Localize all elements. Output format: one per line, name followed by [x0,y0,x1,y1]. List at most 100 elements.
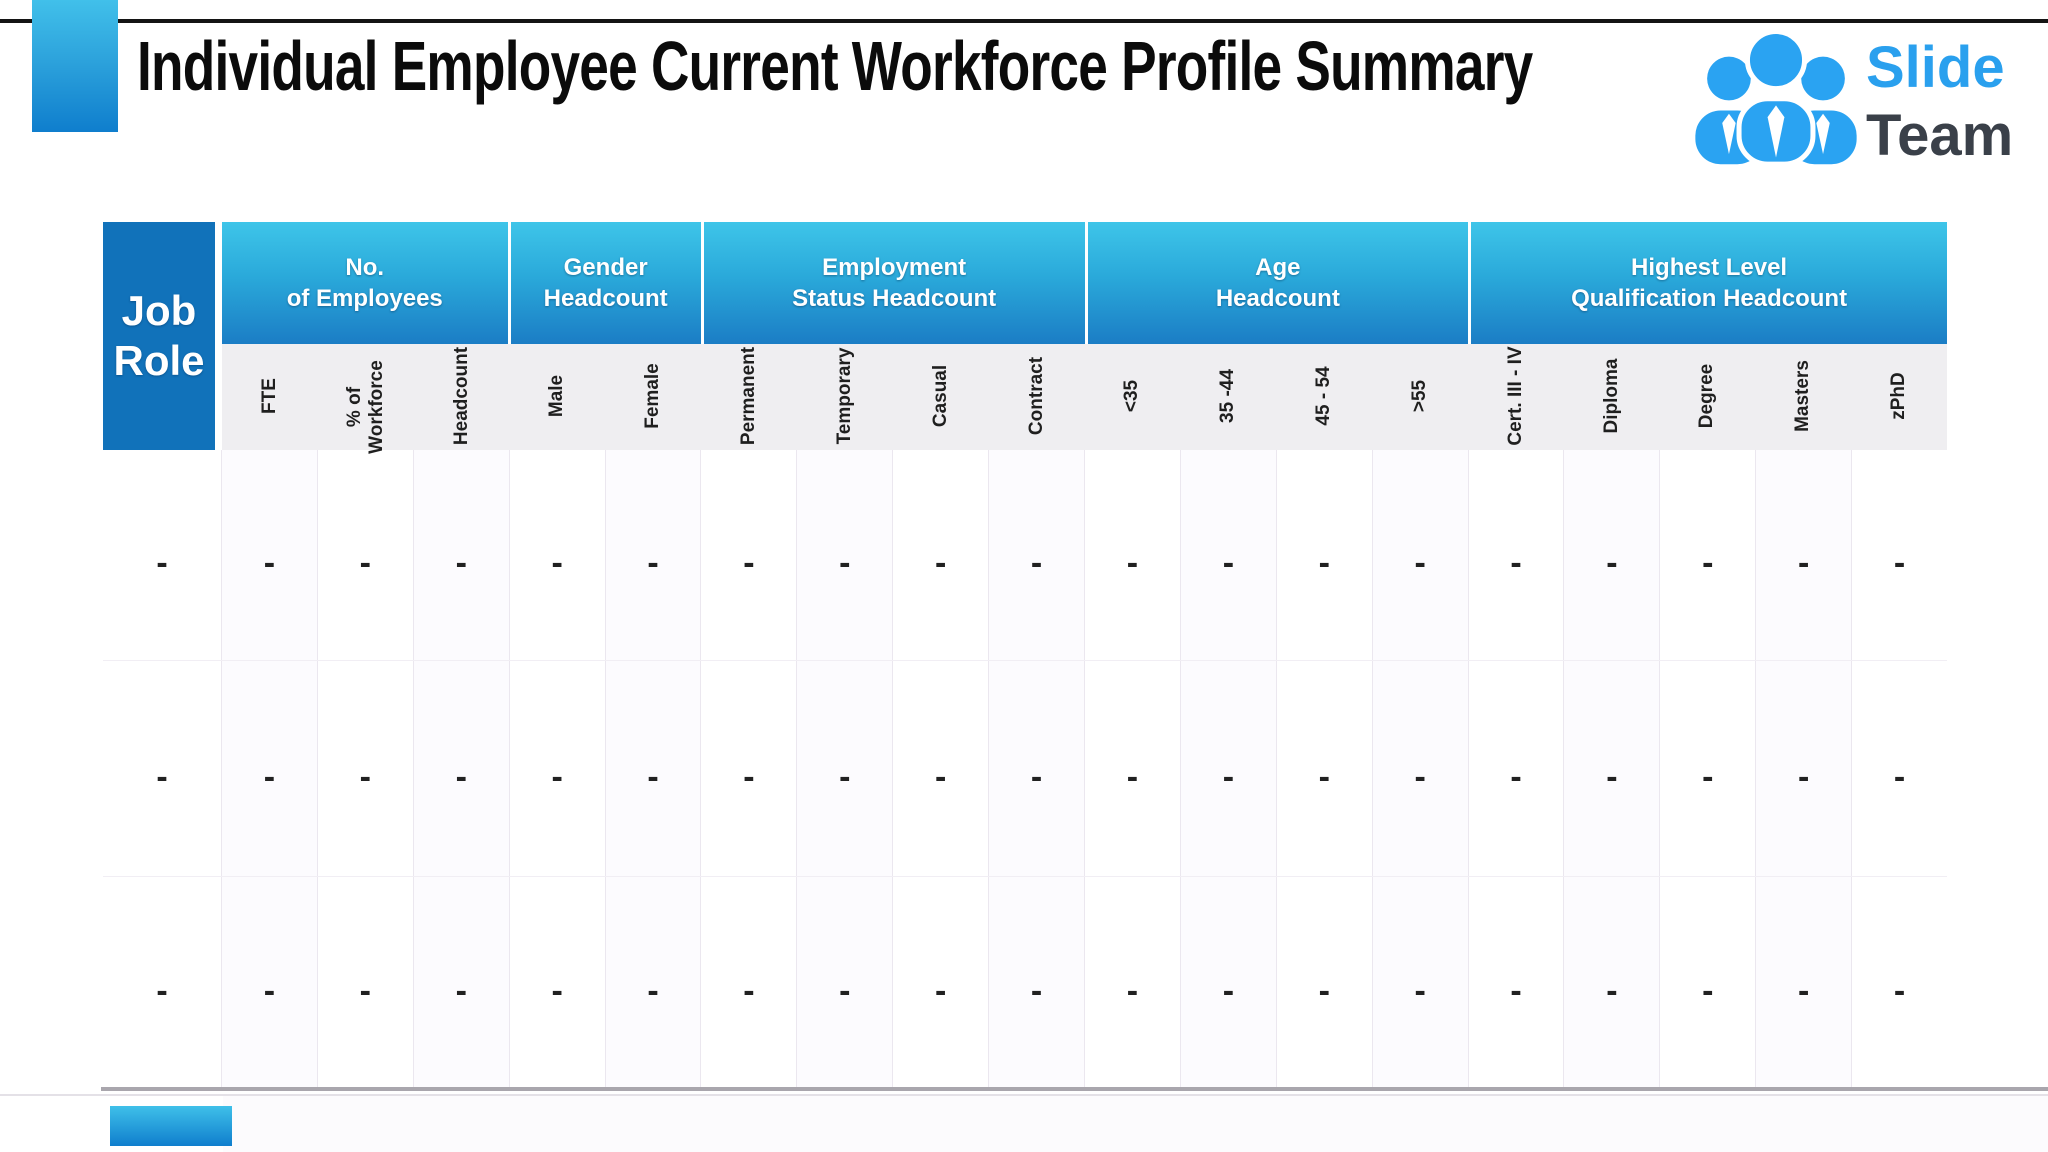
job-role-cell: - [103,661,222,876]
table-cell: - [1564,877,1661,1089]
table-cell: - [1564,450,1661,660]
column-header-label: Permanent [738,346,760,446]
empty-value-dash: - [1414,972,1426,1010]
table-cell: - [413,661,510,876]
empty-value-dash: - [263,757,276,796]
column-header-label: Temporary [833,347,855,445]
empty-value-dash: - [935,757,947,796]
group-header-cell: No. of Employees [222,222,508,344]
column-header-label: Masters [1792,360,1814,432]
table-cell: - [1372,877,1469,1089]
table-cell: - [1180,450,1277,660]
table-cell: - [1852,661,1947,876]
table-cell: - [1756,877,1853,1089]
table-cell: - [989,661,1086,876]
table-cell: - [1852,450,1947,660]
empty-value-dash: - [1318,757,1330,796]
empty-value-dash: - [839,972,851,1010]
table-cell: - [510,661,606,876]
table-cell: - [1660,661,1757,876]
column-header-cell: % of Workforce [318,344,414,454]
column-header-label: Casual [929,364,951,428]
column-header-label: Diploma [1600,358,1622,434]
column-header-cell: Casual [893,344,989,450]
table-cell: - [1372,661,1469,876]
column-header-label: Contract [1025,356,1047,436]
table-cell: - [989,450,1086,660]
column-header-cell: Female [605,344,701,450]
empty-value-dash: - [156,972,168,1010]
empty-value-dash: - [455,544,467,582]
empty-value-dash: - [1798,757,1810,796]
empty-value-dash: - [743,544,755,582]
group-header-cell: Age Headcount [1087,222,1469,344]
table-cell: - [318,450,414,660]
empty-value-dash: - [1414,757,1426,796]
people-icon [1695,28,1857,167]
empty-value-dash: - [1893,972,1906,1010]
table-cell: - [222,877,318,1089]
top-horizontal-rule [0,19,2048,23]
table-cell: - [1756,450,1853,660]
empty-value-dash: - [1318,972,1330,1010]
column-header-cell: Diploma [1564,344,1660,450]
empty-value-dash: - [1126,972,1139,1010]
empty-value-dash: - [1798,972,1810,1010]
column-header-label: Cert. III - IV [1504,346,1526,446]
empty-value-dash: - [359,544,371,582]
table-cell: - [701,450,798,660]
empty-value-dash: - [1510,757,1522,796]
empty-value-dash: - [1030,757,1043,796]
table-cell: - [797,661,894,876]
table-bottom-border [101,1087,2048,1091]
table-cell: - [893,877,990,1089]
column-header-cell: FTE [222,344,318,450]
workforce-table: Job Role No. of Employees Gender Headcoun… [103,222,1947,1089]
column-header-label: <35 [1121,379,1143,413]
column-header-label: 35 -44 [1217,369,1239,423]
table-cell: - [222,450,318,660]
empty-value-dash: - [743,972,755,1010]
table-cell: - [510,877,606,1089]
table-cell: - [1660,877,1757,1089]
empty-value-dash: - [1030,544,1043,582]
table-cell: - [1085,450,1181,660]
table-cell: - [1180,661,1277,876]
table-cell: - [510,450,606,660]
empty-value-dash: - [1318,544,1330,582]
table-cell: - [1469,450,1565,660]
empty-value-dash: - [1606,972,1618,1010]
table-cell: - [1085,877,1181,1089]
empty-value-dash: - [1222,972,1235,1010]
column-header-cell: Contract [989,344,1085,450]
table-row: ------------------- [103,877,1947,1089]
table-row: ------------------- [103,450,1947,661]
table-cell: - [701,877,798,1089]
column-header-row: FTE % of Workforce Headcount Male Female Perm… [222,344,1947,454]
table-cell: - [893,661,990,876]
column-header-cell: Masters [1755,344,1851,450]
table-cell: - [701,661,798,876]
empty-value-dash: - [1798,544,1810,582]
table-cell: - [1852,877,1947,1089]
empty-value-dash: - [1702,757,1714,796]
column-header-cell: >55 [1372,344,1468,450]
job-role-cell: - [103,877,222,1089]
empty-value-dash: - [263,544,276,582]
column-header-label: Degree [1696,363,1718,429]
table-cell: - [797,450,894,660]
empty-value-dash: - [935,544,947,582]
slideteam-logo: Slide Team [1692,26,2013,168]
table-cell: - [605,661,702,876]
group-header-cell: Highest Level Qualification Headcount [1471,222,1947,344]
column-header-label: >55 [1408,379,1430,413]
empty-value-dash: - [455,972,467,1010]
empty-value-dash: - [1126,544,1139,582]
table-body: - - - - - - - - - - - - - - - - - - - - - - - - - - - - - - - - - - - - - - - -… [103,450,1947,1089]
empty-value-dash: - [156,544,168,582]
table-cell: - [1756,661,1853,876]
empty-value-dash: - [551,972,563,1010]
table-cell: - [1180,877,1277,1089]
empty-value-dash: - [1893,544,1906,582]
